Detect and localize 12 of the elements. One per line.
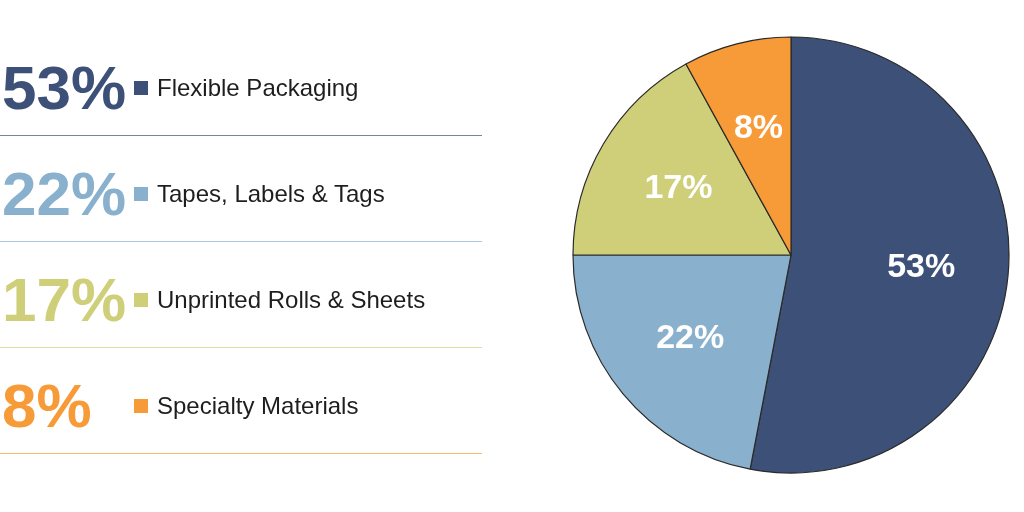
text: 53% xyxy=(2,53,127,122)
data-label: 53% xyxy=(887,245,956,284)
data-label: 17% xyxy=(644,166,713,205)
text: 8% xyxy=(2,371,92,440)
legend-label: Specialty Materials xyxy=(157,391,359,421)
legend-label: Flexible Packaging xyxy=(157,73,359,103)
text: 22% xyxy=(2,159,127,228)
data-label: 8% xyxy=(733,106,784,145)
data-label: 22% xyxy=(656,316,725,355)
legend-label: Unprinted Rolls & Sheets xyxy=(157,285,426,315)
text: 17% xyxy=(2,265,127,334)
legend-label: Tapes, Labels & Tags xyxy=(157,179,385,209)
